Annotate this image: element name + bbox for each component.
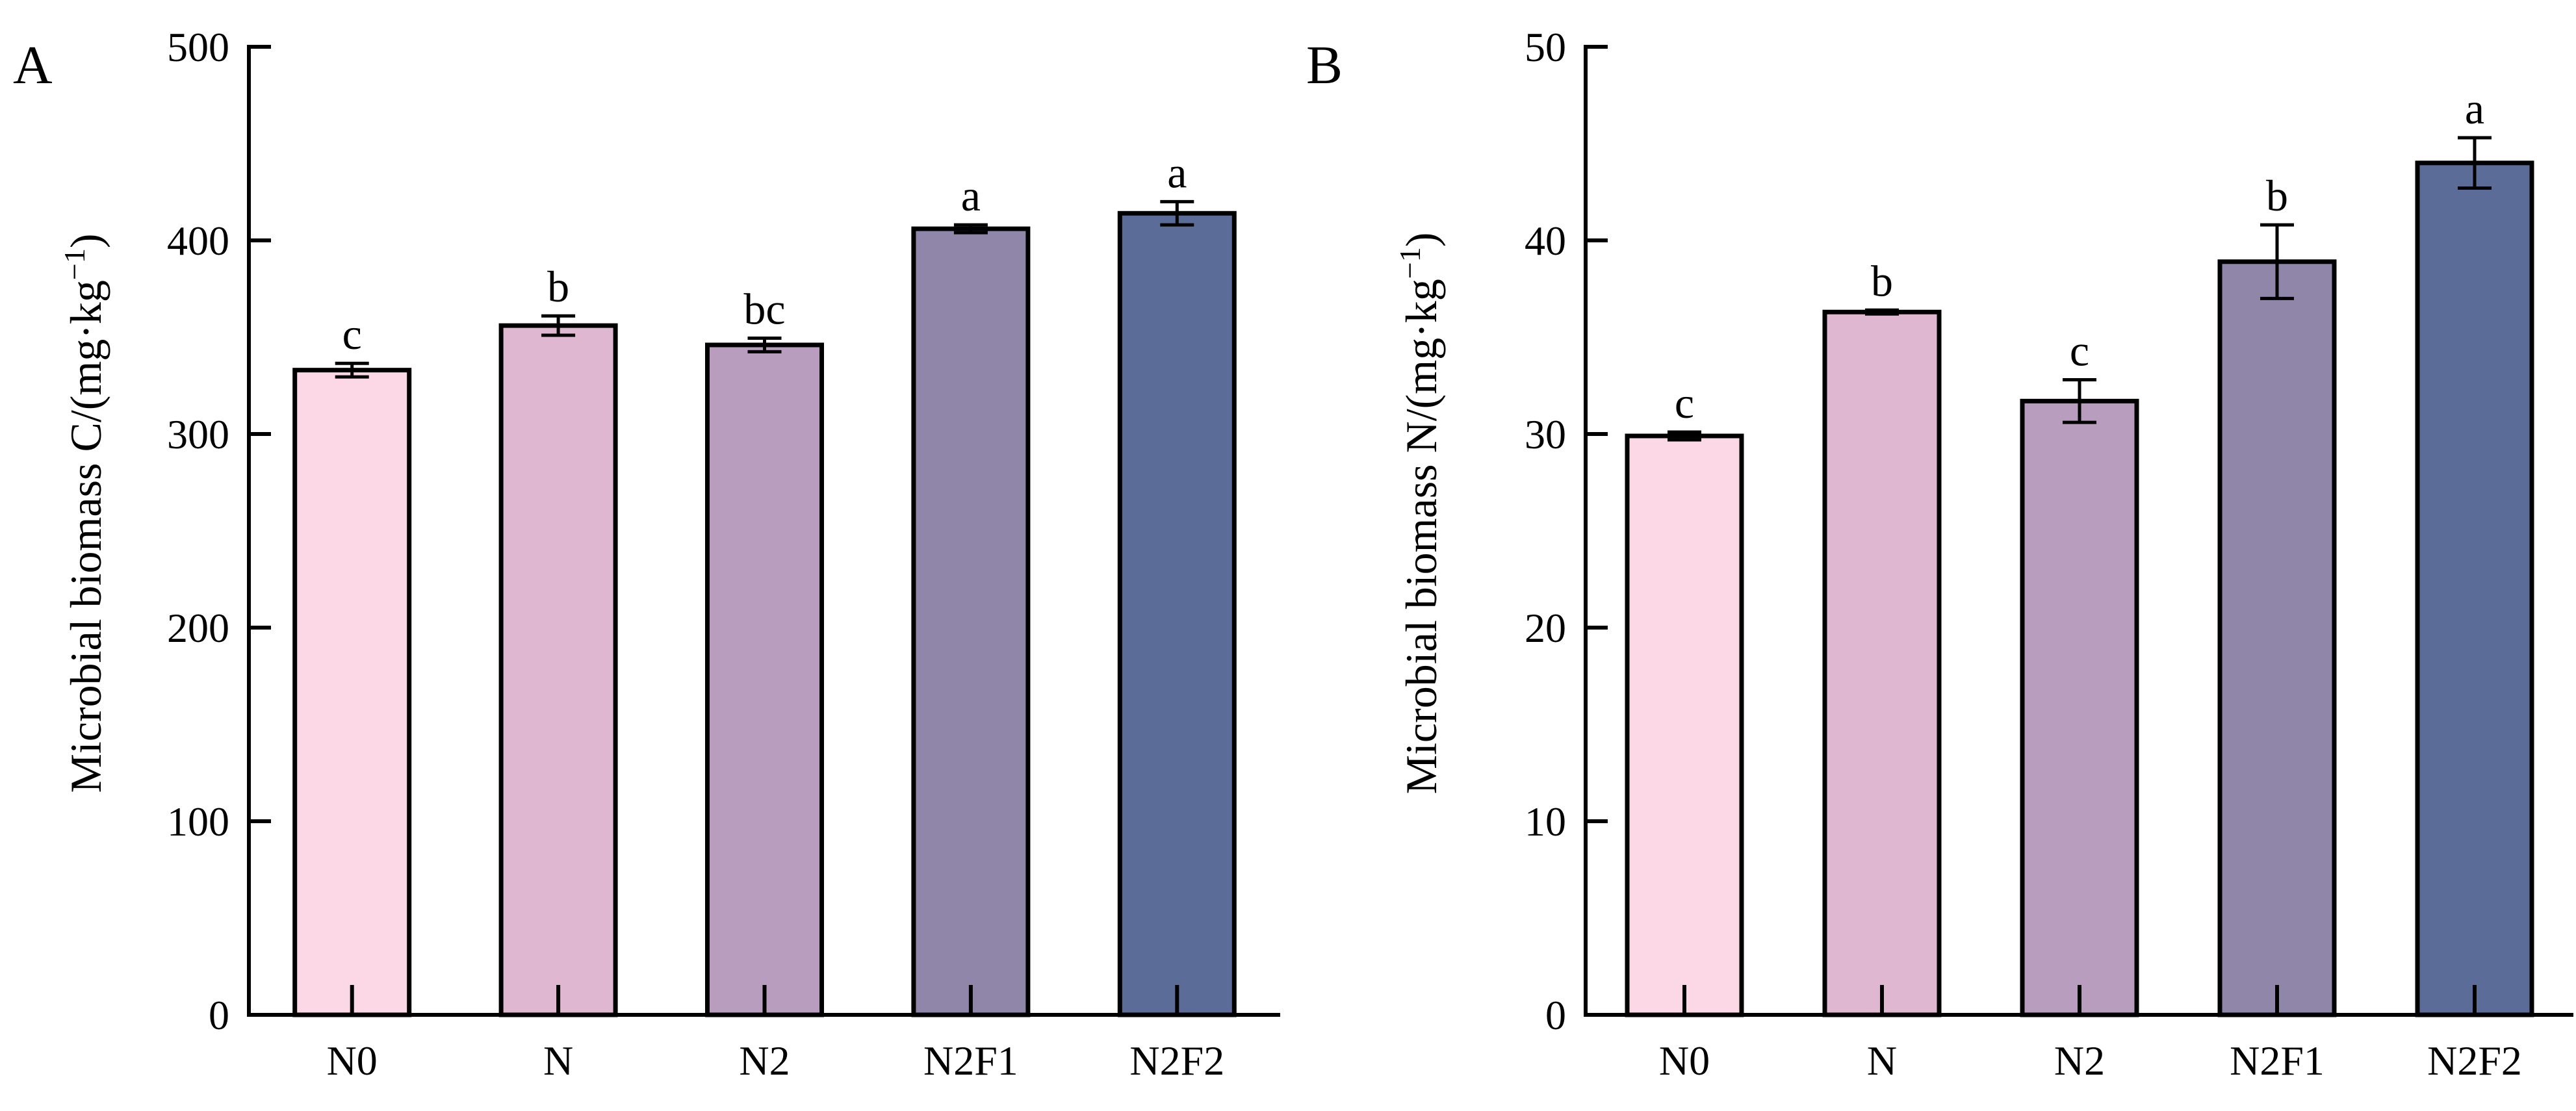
panel-b-error-bar-n: [1865, 308, 1899, 316]
panel-a-y-tick-label: 0: [209, 992, 229, 1038]
panel-b-x-tick-label: N2F2: [2427, 1038, 2522, 1084]
panel-a-significance-label: bc: [743, 284, 785, 333]
panel-a-bar-n2: [705, 342, 824, 1017]
panel-b-bar-n2f1: [2217, 259, 2337, 1017]
panel-a-error-bar-n2: [747, 336, 782, 353]
panel-b-error-bar-n2f1: [2260, 223, 2294, 300]
panel-b-y-tick-label: 50: [1525, 24, 1566, 70]
panel-a-y-axis-title: Microbial biomass C/(mg·kg−1): [58, 233, 111, 793]
panel-a-y-tick-label: 300: [167, 411, 229, 457]
panel-b-significance-label: a: [2465, 84, 2484, 133]
panel-a-y-tick-label: 200: [167, 605, 229, 651]
panel-b-y-axis-title: Microbial biomass N/(mg·kg−1): [1393, 233, 1447, 795]
panel-a-y-tick-label: 100: [167, 798, 229, 845]
panel-b-y-tick-label: 10: [1525, 798, 1566, 845]
panel-a-y-tick-label: 400: [167, 218, 229, 264]
panel-a-label: A: [13, 35, 53, 96]
panel-a-bar-n2f2: [1117, 211, 1237, 1017]
panel-a-significance-label: c: [342, 309, 362, 359]
panel-b-x-tick-label: N2: [2054, 1038, 2105, 1084]
panel-b-bar-n2f2: [2415, 160, 2534, 1017]
panel-a-x-tick-label: N2: [739, 1038, 790, 1084]
panel-a-bar-n0: [292, 368, 412, 1017]
panel-b-bar-n0: [1625, 433, 1744, 1017]
panel-b-error-bar-n0: [1668, 430, 1701, 442]
panel-b-x-tick-label: N: [1867, 1038, 1897, 1084]
panel-a-significance-label: a: [1167, 147, 1187, 197]
panel-a-error-bar-n0: [335, 361, 369, 379]
panel-b-y-tick-label: 40: [1525, 218, 1566, 264]
panel-b-y-tick-label: 30: [1525, 411, 1566, 457]
panel-a-error-bar-n2f1: [953, 223, 988, 235]
panel-b-label: B: [1306, 35, 1343, 96]
panel-a-chart: A Microbial biomass C/(mg·kg−1) 0 100 200 3…: [13, 24, 1280, 1084]
panel-a-x-tick-label: N: [543, 1038, 573, 1084]
panel-a-significance-label: a: [961, 171, 981, 220]
panel-b-bar-n2: [2020, 398, 2139, 1017]
panel-a-x-tick-label: N0: [327, 1038, 378, 1084]
panel-b-bar-n: [1822, 309, 1942, 1017]
panel-a-x-tick-label: N2F2: [1129, 1038, 1224, 1084]
panel-a-x-tick-label: N2F1: [923, 1038, 1018, 1084]
panel-b-significance-label: c: [1675, 378, 1694, 428]
panel-a-bar-n: [498, 323, 618, 1017]
panel-b-error-bar-n2: [2063, 378, 2096, 424]
panel-a-error-bar-n: [541, 314, 576, 337]
panel-b-error-bar-n2f2: [2458, 136, 2492, 190]
panel-a-y-tick-label: 500: [167, 24, 229, 70]
panel-b-x-tick-label: N0: [1659, 1038, 1710, 1084]
panel-b-y-tick-label: 20: [1525, 605, 1566, 651]
panel-b-x-tick-label: N2F1: [2230, 1038, 2325, 1084]
panel-b-significance-label: b: [1871, 256, 1893, 305]
panel-a-bar-n2f1: [911, 226, 1031, 1017]
panel-b-significance-label: b: [2266, 171, 2288, 220]
panel-b-chart: B Microbial biomass N/(mg·kg−1) 0 10 20 30 4…: [1306, 24, 2573, 1084]
panel-b-y-tick-label: 0: [1545, 992, 1566, 1038]
panel-a-error-bar-n2f2: [1160, 199, 1194, 227]
panel-b-significance-label: c: [2070, 326, 2089, 376]
panel-a-significance-label: b: [547, 262, 569, 311]
